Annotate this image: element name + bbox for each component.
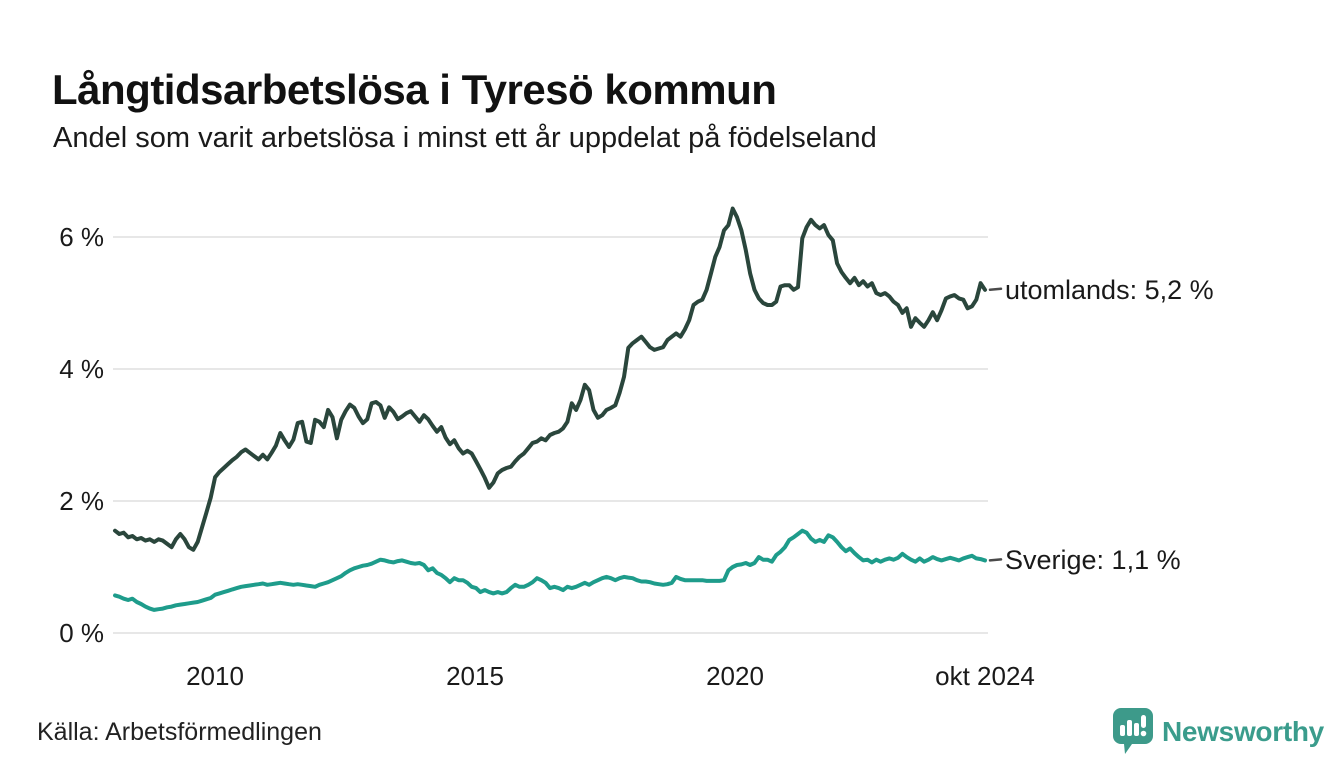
- chart-subtitle: Andel som varit arbetslösa i minst ett å…: [53, 122, 877, 154]
- series-label-sverige: Sverige: 1,1 %: [1005, 545, 1181, 576]
- x-axis-tick-label-2020: 2020: [706, 661, 764, 691]
- brand-lockup: Newsworthy: [1112, 706, 1324, 758]
- newsworthy-logo-icon: [1113, 708, 1153, 754]
- brand-name: Newsworthy: [1162, 716, 1324, 747]
- y-axis-tick-label-6: 6 %: [59, 222, 104, 252]
- x-axis-tick-label-okt-2024: okt 2024: [935, 661, 1035, 691]
- x-axis-tick-label-2015: 2015: [446, 661, 504, 691]
- y-axis-tick-label-4: 4 %: [59, 354, 104, 384]
- series-label-utomlands: utomlands: 5,2 %: [1005, 274, 1214, 305]
- y-axis-tick-label-0: 0 %: [59, 618, 104, 648]
- source-note: Källa: Arbetsförmedlingen: [37, 718, 322, 746]
- page-title: Långtidsarbetslösa i Tyresö kommun: [52, 66, 777, 114]
- x-axis-tick-label-2010: 2010: [186, 661, 244, 691]
- y-axis-tick-label-2: 2 %: [59, 486, 104, 516]
